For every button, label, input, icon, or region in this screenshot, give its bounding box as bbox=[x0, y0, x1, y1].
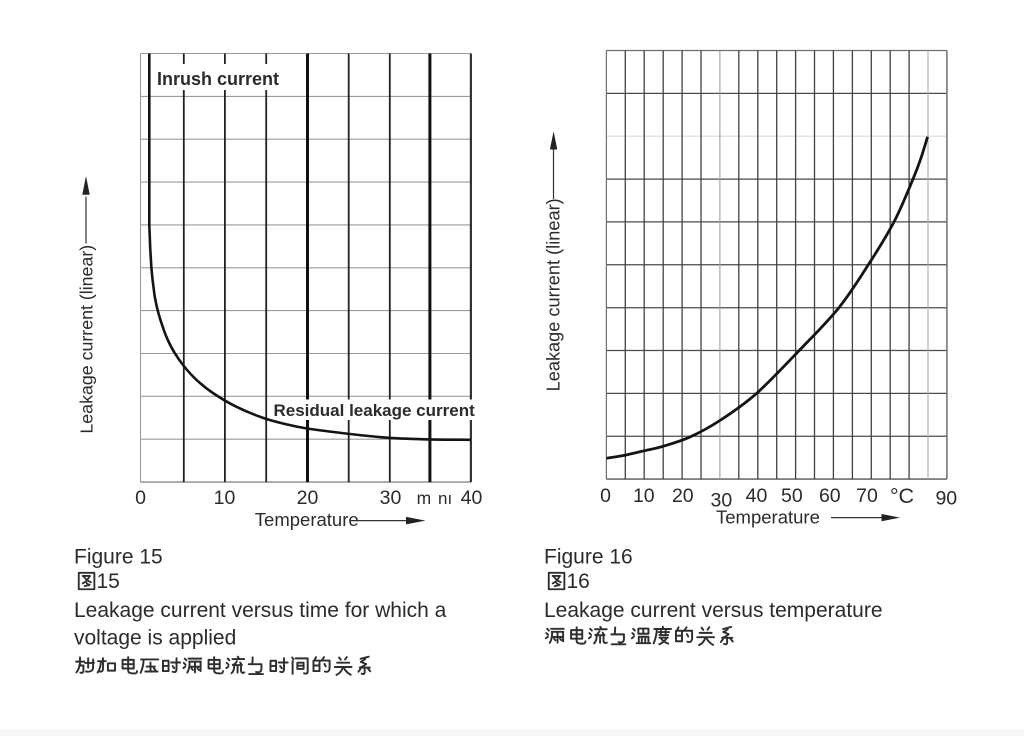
svg-text:90: 90 bbox=[935, 488, 957, 510]
svg-text:30: 30 bbox=[711, 490, 733, 512]
svg-text:10: 10 bbox=[214, 487, 236, 509]
svg-text:15: 15 bbox=[97, 570, 120, 593]
svg-text:10: 10 bbox=[633, 485, 655, 507]
svg-text:voltage is applied: voltage is applied bbox=[74, 627, 236, 650]
svg-text:40: 40 bbox=[461, 487, 483, 509]
svg-text:Leakage current (linear): Leakage current (linear) bbox=[544, 198, 564, 391]
svg-text:nı: nı bbox=[438, 489, 452, 508]
svg-text:Inrush current: Inrush current bbox=[157, 69, 279, 89]
svg-text:30: 30 bbox=[380, 487, 402, 509]
svg-text:°C: °C bbox=[890, 484, 914, 508]
svg-text:Temperature: Temperature bbox=[716, 507, 820, 528]
svg-text:20: 20 bbox=[672, 485, 694, 507]
svg-text:Figure 16: Figure 16 bbox=[544, 546, 633, 569]
svg-text:50: 50 bbox=[781, 485, 803, 507]
svg-text:60: 60 bbox=[819, 485, 841, 507]
svg-text:m: m bbox=[417, 488, 432, 508]
svg-text:20: 20 bbox=[297, 487, 319, 509]
svg-text:0: 0 bbox=[135, 487, 146, 509]
svg-text:Leakage current versus tempera: Leakage current versus temperature bbox=[544, 599, 883, 622]
svg-text:Temperature: Temperature bbox=[255, 509, 359, 530]
svg-text:Leakage current versus time fo: Leakage current versus time for which a bbox=[74, 599, 447, 622]
svg-text:40: 40 bbox=[746, 485, 768, 507]
svg-text:Figure 15: Figure 15 bbox=[74, 546, 163, 569]
svg-text:0: 0 bbox=[600, 485, 611, 507]
svg-text:16: 16 bbox=[567, 570, 590, 593]
svg-text:Residual leakage current: Residual leakage current bbox=[274, 401, 476, 420]
svg-text:Leakage current (linear): Leakage current (linear) bbox=[77, 245, 97, 434]
svg-text:70: 70 bbox=[856, 485, 878, 507]
